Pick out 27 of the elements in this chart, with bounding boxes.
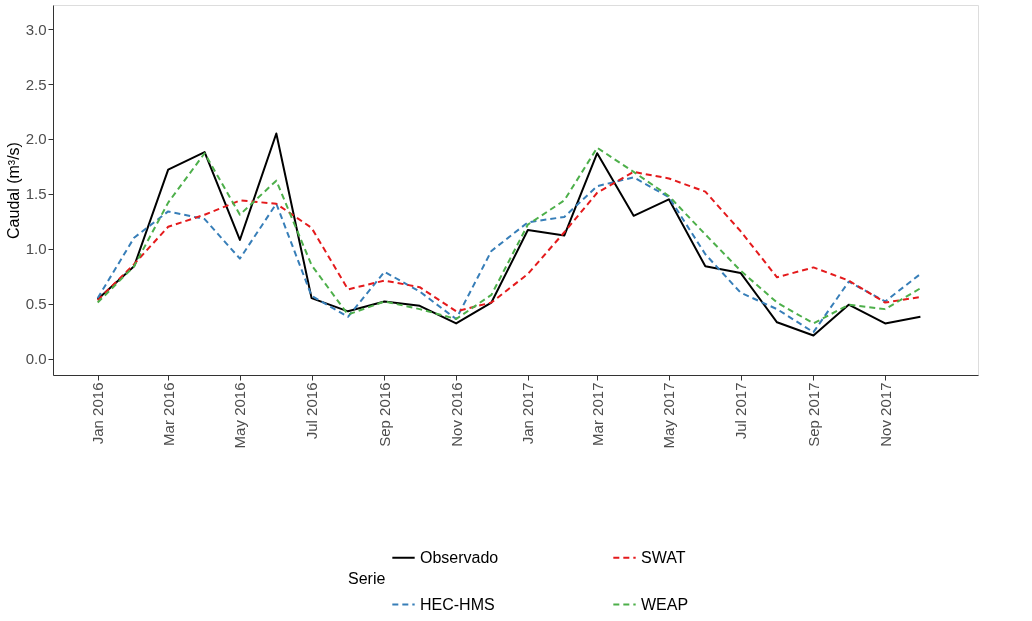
x-tick-label: Jul 2016 — [303, 382, 321, 440]
x-tick-label: Sep 2016 — [375, 382, 393, 447]
line-series — [96, 170, 922, 313]
x-tick-label: Sep 2017 — [804, 382, 822, 447]
y-axis-title: Caudal (m³/s) — [4, 142, 22, 239]
legend-title: Serie — [348, 570, 386, 587]
y-tick-label: 0.5 — [25, 295, 47, 313]
x-tick-label: Mar 2016 — [159, 382, 177, 446]
x-tick-label: Mar 2017 — [588, 382, 606, 446]
x-tick-label: May 2017 — [660, 382, 678, 449]
legend-label: HEC-HMS — [420, 595, 495, 613]
x-tick-label: Nov 2016 — [447, 382, 465, 447]
x-tick-label: Nov 2017 — [876, 382, 894, 447]
legend-label: Observado — [420, 548, 499, 566]
x-tick-label: Jul 2017 — [732, 382, 750, 440]
y-tick-label: 1.0 — [25, 240, 47, 258]
y-tick-label: 3.0 — [25, 20, 47, 38]
y-tick-label: 0.0 — [25, 350, 47, 368]
legend-label: SWAT — [641, 548, 686, 566]
line-series — [96, 176, 922, 334]
x-tick-label: May 2016 — [231, 382, 249, 449]
x-tick-label: Jan 2016 — [89, 382, 107, 445]
y-tick-label: 1.5 — [25, 185, 47, 203]
y-tick-label: 2.5 — [25, 75, 47, 93]
y-tick-label: 2.0 — [25, 130, 47, 148]
legend-label: WEAP — [641, 595, 689, 613]
x-tick-label: Jan 2017 — [519, 382, 537, 445]
